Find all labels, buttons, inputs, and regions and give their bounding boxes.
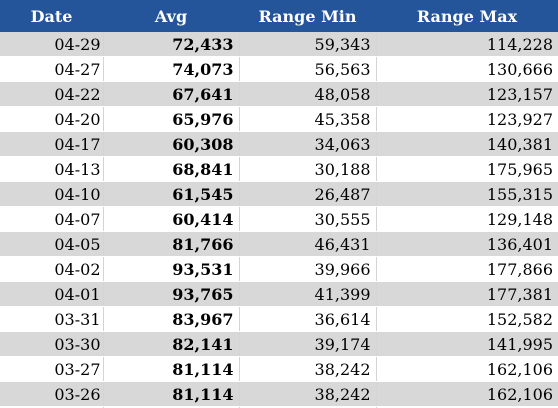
date-cell: 04-13 bbox=[0, 156, 103, 182]
table-header: Date Avg Range Min Range Max bbox=[0, 0, 558, 32]
range-min-cell: 46,431 bbox=[238, 231, 376, 257]
date-cell: 03-31 bbox=[0, 306, 103, 332]
range-max-cell: 162,106 bbox=[375, 406, 558, 408]
range-max-cell: 177,381 bbox=[375, 281, 558, 307]
column-header-date[interactable]: Date bbox=[0, 0, 103, 32]
avg-cell: 60,308 bbox=[102, 131, 239, 157]
avg-cell: 60,414 bbox=[102, 206, 239, 232]
date-cell: 04-27 bbox=[0, 56, 103, 82]
range-min-cell: 59,343 bbox=[238, 32, 376, 57]
table-row[interactable]: 03-26 81,114 38,242 162,106 bbox=[0, 381, 558, 407]
range-min-cell: 48,058 bbox=[238, 81, 376, 107]
table-row[interactable]: 04-22 67,641 48,058 123,157 bbox=[0, 81, 558, 107]
date-cell: 04-20 bbox=[0, 106, 103, 132]
column-header-range-max[interactable]: Range Max bbox=[376, 0, 558, 32]
range-max-cell: 130,666 bbox=[375, 56, 558, 82]
avg-cell: 67,641 bbox=[102, 81, 239, 107]
table-row[interactable]: 04-07 60,414 30,555 129,148 bbox=[0, 206, 558, 232]
range-min-cell: 39,966 bbox=[238, 256, 376, 282]
range-max-cell: 162,106 bbox=[375, 356, 558, 382]
range-max-cell: 175,965 bbox=[375, 156, 558, 182]
range-max-cell: 162,106 bbox=[375, 381, 558, 407]
range-min-cell: 56,563 bbox=[238, 56, 376, 82]
table-row[interactable]: 04-20 65,976 45,358 123,927 bbox=[0, 106, 558, 132]
table-row[interactable]: 04-29 72,433 59,343 114,228 bbox=[0, 32, 558, 57]
column-header-range-min[interactable]: Range Min bbox=[239, 0, 376, 32]
date-cell: 04-29 bbox=[0, 32, 103, 57]
table-row[interactable]: 04-02 93,531 39,966 177,866 bbox=[0, 256, 558, 282]
range-max-cell: 155,315 bbox=[375, 181, 558, 207]
avg-cell: 74,073 bbox=[102, 56, 239, 82]
avg-cell: 65,976 bbox=[102, 106, 239, 132]
avg-cell: 81,114 bbox=[102, 406, 239, 408]
avg-cell: 82,141 bbox=[102, 331, 239, 357]
range-min-cell: 26,487 bbox=[238, 181, 376, 207]
date-cell: 04-05 bbox=[0, 231, 103, 257]
range-max-cell: 123,927 bbox=[375, 106, 558, 132]
range-min-cell: 41,399 bbox=[238, 281, 376, 307]
range-max-cell: 140,381 bbox=[375, 131, 558, 157]
range-max-cell: 123,157 bbox=[375, 81, 558, 107]
date-cell: 04-22 bbox=[0, 81, 103, 107]
avg-cell: 93,765 bbox=[102, 281, 239, 307]
table-row[interactable]: 03-31 83,967 36,614 152,582 bbox=[0, 306, 558, 332]
range-min-cell: 30,555 bbox=[238, 206, 376, 232]
table-row[interactable]: 03-30 82,141 39,174 141,995 bbox=[0, 331, 558, 357]
date-cell: 03-26 bbox=[0, 381, 103, 407]
avg-cell: 81,114 bbox=[102, 356, 239, 382]
header-row: Date Avg Range Min Range Max bbox=[0, 0, 558, 32]
range-max-cell: 129,148 bbox=[375, 206, 558, 232]
range-max-cell: 114,228 bbox=[375, 32, 558, 57]
table-row[interactable]: 04-13 68,841 30,188 175,965 bbox=[0, 156, 558, 182]
date-cell: 04-17 bbox=[0, 131, 103, 157]
range-min-cell: 34,063 bbox=[238, 131, 376, 157]
avg-cell: 81,114 bbox=[102, 381, 239, 407]
date-cell: 03-30 bbox=[0, 331, 103, 357]
range-min-cell: 38,242 bbox=[238, 381, 376, 407]
avg-cell: 68,841 bbox=[102, 156, 239, 182]
table-row[interactable]: 04-17 60,308 34,063 140,381 bbox=[0, 131, 558, 157]
range-min-cell: 38,242 bbox=[238, 406, 376, 408]
date-cell: 04-02 bbox=[0, 256, 103, 282]
date-cell: 03-27 bbox=[0, 356, 103, 382]
table-body: 04-29 72,433 59,343 114,228 04-27 74,073 56,56… bbox=[0, 32, 558, 408]
range-max-cell: 141,995 bbox=[375, 331, 558, 357]
range-min-cell: 30,188 bbox=[238, 156, 376, 182]
range-min-cell: 38,242 bbox=[238, 356, 376, 382]
table-row[interactable]: 04-05 81,766 46,431 136,401 bbox=[0, 231, 558, 257]
avg-cell: 61,545 bbox=[102, 181, 239, 207]
date-cell: 04-01 bbox=[0, 281, 103, 307]
date-cell: 04-10 bbox=[0, 181, 103, 207]
avg-cell: 83,967 bbox=[102, 306, 239, 332]
table-row[interactable]: 03-27 81,114 38,242 162,106 bbox=[0, 356, 558, 382]
avg-cell: 81,766 bbox=[102, 231, 239, 257]
range-min-cell: 39,174 bbox=[238, 331, 376, 357]
date-cell: 04-07 bbox=[0, 206, 103, 232]
table-row[interactable]: 04-27 74,073 56,563 130,666 bbox=[0, 56, 558, 82]
avg-cell: 72,433 bbox=[102, 32, 239, 57]
table-row[interactable]: 04-10 61,545 26,487 155,315 bbox=[0, 181, 558, 207]
range-max-cell: 136,401 bbox=[375, 231, 558, 257]
range-min-cell: 36,614 bbox=[238, 306, 376, 332]
range-max-cell: 177,866 bbox=[375, 256, 558, 282]
column-header-avg[interactable]: Avg bbox=[103, 0, 239, 32]
table-row[interactable]: 04-01 93,765 41,399 177,381 bbox=[0, 281, 558, 307]
range-max-cell: 152,582 bbox=[375, 306, 558, 332]
date-cell: 03-25 bbox=[0, 406, 103, 408]
avg-cell: 93,531 bbox=[102, 256, 239, 282]
range-min-cell: 45,358 bbox=[238, 106, 376, 132]
